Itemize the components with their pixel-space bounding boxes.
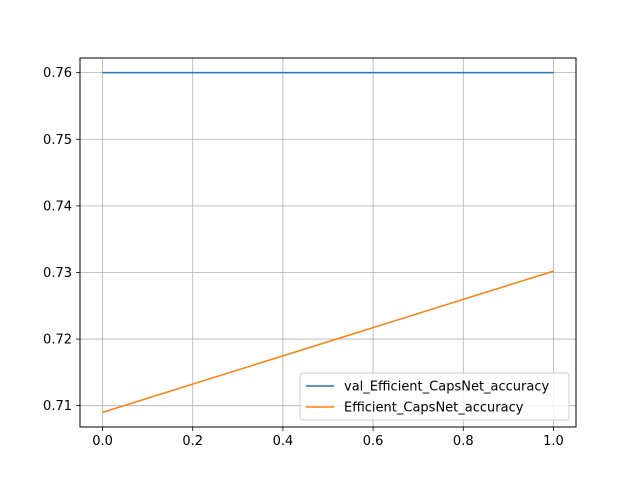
y-tick-label: 0.76 xyxy=(43,66,72,81)
x-tick-label: 0.2 xyxy=(182,434,203,449)
axis-ticks: 0.0 0.2 0.4 0.6 0.8 1.0 0.71 0.72 0.73 0.74 0.75 0.… xyxy=(43,66,564,449)
y-tick-label: 0.75 xyxy=(43,133,72,148)
y-tick-label: 0.72 xyxy=(43,333,72,348)
legend: val_Efficient_CapsNet_accuracy Efficient_… xyxy=(299,372,570,421)
series-line-1 xyxy=(102,270,554,414)
legend-label-1: Efficient_CapsNet_accuracy xyxy=(344,401,524,416)
grid-lines xyxy=(80,58,576,427)
x-tick-label: 1.0 xyxy=(543,434,564,449)
x-tick-label: 0.0 xyxy=(92,434,113,449)
legend-box xyxy=(299,372,570,421)
y-tick-label: 0.74 xyxy=(43,199,72,214)
y-tick-label: 0.71 xyxy=(43,399,72,414)
x-tick-label: 0.4 xyxy=(273,434,294,449)
plot-lines xyxy=(102,71,554,414)
axes-frame xyxy=(79,57,577,428)
x-tick-label: 0.6 xyxy=(363,434,384,449)
x-tick-label: 0.8 xyxy=(453,434,474,449)
y-tick-label: 0.73 xyxy=(43,266,72,281)
legend-label-0: val_Efficient_CapsNet_accuracy xyxy=(344,380,549,395)
